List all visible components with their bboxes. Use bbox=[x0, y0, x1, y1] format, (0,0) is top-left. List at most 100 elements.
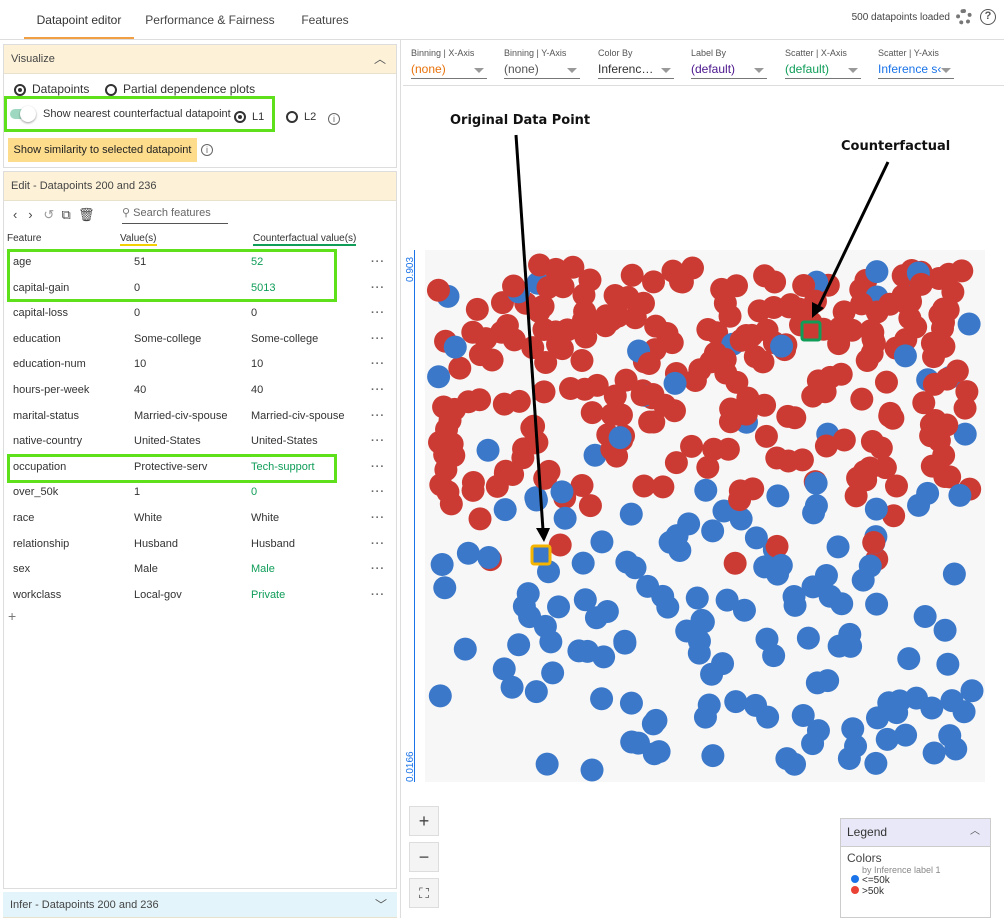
datapoint-blue[interactable] bbox=[571, 551, 595, 575]
more-icon[interactable]: ··· bbox=[371, 281, 385, 294]
datapoint-blue[interactable] bbox=[550, 480, 574, 504]
datapoint-blue[interactable] bbox=[724, 690, 748, 714]
dropdown-label-by[interactable]: Label By (default) bbox=[691, 48, 767, 79]
datapoint-blue[interactable] bbox=[865, 592, 889, 616]
datapoint-red[interactable] bbox=[680, 434, 704, 458]
datapoint-blue[interactable] bbox=[875, 727, 899, 751]
datapoint-blue[interactable] bbox=[590, 687, 614, 711]
more-icon[interactable]: ··· bbox=[371, 537, 385, 550]
prev-icon[interactable]: ‹ bbox=[13, 207, 18, 222]
datapoint-blue[interactable] bbox=[547, 595, 571, 619]
datapoint-blue[interactable] bbox=[691, 610, 715, 634]
feature-row[interactable]: sex Male Male ··· bbox=[13, 557, 393, 582]
datapoint-blue[interactable] bbox=[500, 675, 524, 699]
datapoint-blue[interactable] bbox=[553, 506, 577, 530]
gear-icon[interactable] bbox=[956, 9, 972, 25]
datapoint-red[interactable] bbox=[923, 409, 947, 433]
datapoint-red[interactable] bbox=[874, 370, 898, 394]
datapoint-blue[interactable] bbox=[783, 593, 807, 617]
datapoint-blue[interactable] bbox=[623, 556, 647, 580]
datapoint-red[interactable] bbox=[728, 488, 752, 512]
datapoint-red[interactable] bbox=[468, 388, 492, 412]
radio-pdp[interactable]: Partial dependence plots bbox=[105, 82, 255, 96]
feature-value[interactable]: 51 bbox=[134, 256, 147, 268]
datapoint-red[interactable] bbox=[664, 451, 688, 475]
datapoint-blue[interactable] bbox=[805, 671, 829, 695]
datapoint-blue[interactable] bbox=[791, 703, 815, 727]
feature-row[interactable]: capital-loss 0 0 ··· bbox=[13, 301, 393, 326]
datapoint-red[interactable] bbox=[753, 264, 777, 288]
datapoint-blue[interactable] bbox=[477, 545, 501, 569]
datapoint-red[interactable] bbox=[832, 300, 856, 324]
datapoint-blue[interactable] bbox=[804, 471, 828, 495]
datapoint-blue[interactable] bbox=[619, 691, 643, 715]
datapoint-red[interactable] bbox=[898, 306, 922, 330]
more-icon[interactable]: ··· bbox=[371, 588, 385, 601]
feature-row[interactable]: occupation Protective-serv Tech-support … bbox=[13, 455, 393, 480]
datapoint-red[interactable] bbox=[932, 443, 956, 467]
datapoint-blue[interactable] bbox=[753, 555, 777, 579]
datapoint-red[interactable] bbox=[881, 406, 905, 430]
search-input[interactable]: ⚲ Search features bbox=[122, 206, 228, 224]
datapoint-red[interactable] bbox=[829, 362, 853, 386]
datapoint-red[interactable] bbox=[495, 314, 519, 338]
datapoint-red[interactable] bbox=[776, 449, 800, 473]
datapoint-blue[interactable] bbox=[507, 633, 531, 657]
more-icon[interactable]: ··· bbox=[371, 307, 385, 320]
info-icon[interactable]: i bbox=[328, 113, 340, 125]
datapoint-red[interactable] bbox=[762, 295, 786, 319]
datapoint-blue[interactable] bbox=[656, 595, 680, 619]
feature-row[interactable]: education-num 10 10 ··· bbox=[13, 352, 393, 377]
datapoint-blue[interactable] bbox=[701, 744, 725, 768]
datapoint-blue[interactable] bbox=[595, 599, 619, 623]
datapoint-blue[interactable] bbox=[907, 493, 931, 517]
datapoint-red[interactable] bbox=[743, 345, 767, 369]
datapoint-blue[interactable] bbox=[476, 438, 500, 462]
datapoint-blue[interactable] bbox=[826, 535, 850, 559]
datapoint-blue[interactable] bbox=[841, 717, 865, 741]
datapoint-blue[interactable] bbox=[933, 618, 957, 642]
counterfactual-toggle[interactable] bbox=[10, 106, 36, 122]
datapoint-red[interactable] bbox=[912, 391, 936, 415]
more-icon[interactable]: ··· bbox=[371, 384, 385, 396]
datapoint-red[interactable] bbox=[884, 474, 908, 498]
datapoint-red[interactable] bbox=[703, 341, 727, 365]
datapoint-red[interactable] bbox=[641, 382, 665, 406]
datapoint-red[interactable] bbox=[844, 484, 868, 508]
datapoint-red[interactable] bbox=[480, 348, 504, 372]
datapoint-blue[interactable] bbox=[701, 519, 725, 543]
more-icon[interactable]: ··· bbox=[371, 358, 385, 371]
datapoint-blue[interactable] bbox=[590, 530, 614, 554]
feature-row[interactable]: capital-gain 0 5013 ··· bbox=[13, 276, 393, 301]
datapoint-red[interactable] bbox=[465, 297, 489, 321]
datapoint-blue[interactable] bbox=[940, 689, 964, 713]
datapoint-blue[interactable] bbox=[837, 746, 861, 770]
datapoint-red[interactable] bbox=[623, 306, 647, 330]
datapoint-blue[interactable] bbox=[677, 512, 701, 536]
dropdown-scatter-y-axis[interactable]: Scatter | Y-Axis Inference s‹ bbox=[878, 48, 954, 79]
datapoint-red[interactable] bbox=[909, 272, 933, 296]
tab-features[interactable]: Features bbox=[301, 13, 349, 27]
datapoint-blue[interactable] bbox=[802, 501, 826, 525]
datapoint-blue[interactable] bbox=[744, 526, 768, 550]
datapoint-blue[interactable] bbox=[619, 502, 643, 526]
feature-row[interactable]: education Some-college Some-college ··· bbox=[13, 327, 393, 352]
datapoint-red[interactable] bbox=[492, 392, 516, 416]
feature-value[interactable]: Husband bbox=[134, 537, 179, 550]
more-icon[interactable]: ··· bbox=[371, 256, 385, 268]
datapoint-blue[interactable] bbox=[729, 507, 753, 531]
datapoint-blue[interactable] bbox=[865, 706, 889, 730]
datapoint-blue[interactable] bbox=[953, 422, 977, 446]
datapoint-red[interactable] bbox=[862, 531, 886, 555]
next-icon[interactable]: › bbox=[28, 207, 33, 222]
feature-value[interactable]: 10 bbox=[134, 358, 147, 371]
more-icon[interactable]: ··· bbox=[371, 409, 385, 422]
feature-value[interactable]: 0 bbox=[134, 307, 141, 320]
dropdown-color-by[interactable]: Color By Inferenc… bbox=[598, 48, 674, 79]
datapoint-blue[interactable] bbox=[567, 639, 591, 663]
datapoint-red[interactable] bbox=[485, 474, 509, 498]
datapoint-red[interactable] bbox=[561, 255, 585, 279]
datapoint-red[interactable] bbox=[532, 380, 556, 404]
add-feature-icon[interactable]: + bbox=[8, 608, 17, 624]
datapoint-red[interactable] bbox=[859, 319, 883, 343]
